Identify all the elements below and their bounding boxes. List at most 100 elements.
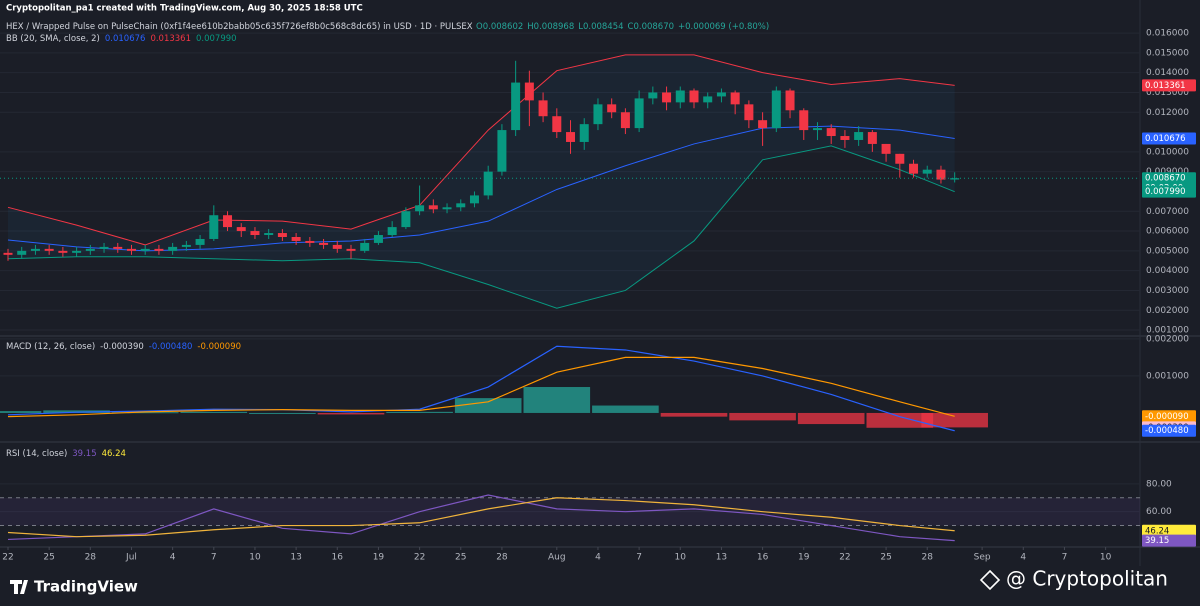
candle-body <box>620 112 630 129</box>
legend-value: 46.24 <box>102 449 126 459</box>
watermark-logo <box>979 569 1001 591</box>
x-tick-label: 22 <box>414 553 425 563</box>
indicator-title: RSI (14, close) <box>6 449 67 459</box>
symbol-legend: HEX / Wrapped Pulse on PulseChain (0xf1f… <box>6 22 769 32</box>
candle-body <box>332 244 342 249</box>
y-tick-label: 0.001000 <box>1146 371 1189 381</box>
x-tick-label: 7 <box>211 553 217 563</box>
macd-histogram-bar <box>0 411 42 413</box>
candle-body <box>881 143 891 154</box>
indicator-title: BB (20, SMA, close, 2) <box>6 34 100 44</box>
x-tick-label: 25 <box>880 553 891 563</box>
macd-histogram-bar <box>317 412 385 415</box>
candle-body <box>99 246 109 249</box>
x-tick-label: Jul <box>125 553 137 563</box>
candle-body <box>922 169 932 174</box>
x-tick-label: 28 <box>922 553 934 563</box>
y-tick-label: 0.016000 <box>1146 29 1189 39</box>
ohlc: C0.008670 <box>628 22 675 32</box>
candle-body <box>250 231 260 236</box>
y-tick-label: 0.014000 <box>1146 68 1189 78</box>
candle-body <box>264 233 274 236</box>
candle-body <box>360 242 370 251</box>
candle-body <box>305 240 315 243</box>
y-tick-label: 80.00 <box>1146 479 1172 489</box>
candle-body <box>223 215 233 228</box>
candle-body <box>154 248 164 251</box>
macd-histogram-bar <box>111 412 179 414</box>
legend-value: 0.010676 <box>105 34 146 44</box>
candle-body <box>291 236 301 241</box>
x-tick-label: 19 <box>798 553 810 563</box>
candle-body <box>85 248 95 251</box>
candle-body <box>483 171 493 196</box>
indicator-legend: BB (20, SMA, close, 2) 0.010676 0.013361 0.… <box>6 34 237 44</box>
x-tick-label: 10 <box>675 553 687 563</box>
price-label: 0.010676 <box>1145 134 1186 144</box>
price-label-bg <box>1142 132 1196 145</box>
y-tick-label: 0.012000 <box>1146 108 1189 118</box>
price-label-bg <box>1142 534 1196 547</box>
price-label: 46.24 <box>1145 526 1169 536</box>
ohlc: L0.008454 <box>578 22 623 32</box>
x-tick-label: 22 <box>2 553 13 563</box>
indicator-line <box>7 356 955 418</box>
candle-body <box>799 110 809 131</box>
candle-body <box>113 246 123 249</box>
price-label: 39.15 <box>1145 536 1169 546</box>
x-tick-label: 25 <box>455 553 466 563</box>
candle-body <box>401 211 411 228</box>
candle-body <box>744 104 754 121</box>
y-tick-label: 0.009000 <box>1146 167 1189 177</box>
candle-body <box>689 90 699 103</box>
y-tick-label: 0.010000 <box>1146 147 1189 157</box>
candle-body <box>730 92 740 105</box>
x-tick-label: 22 <box>839 553 850 563</box>
candle-body <box>30 248 40 251</box>
ohlc: H0.008968 <box>527 22 574 32</box>
x-tick-label: 25 <box>43 553 54 563</box>
legend-value: -0.000480 <box>149 342 193 352</box>
candle-body <box>758 120 768 129</box>
candle-body <box>236 227 246 232</box>
y-tick-label: 0.001000 <box>1146 326 1189 336</box>
symbol: HEX / Wrapped Pulse on PulseChain (0xf1f… <box>6 22 473 32</box>
rsi-band <box>0 497 1140 526</box>
macd-histogram-bar <box>454 398 522 413</box>
candle-body <box>209 215 219 239</box>
candle-body <box>607 104 617 113</box>
legend-value: 0.013361 <box>150 34 191 44</box>
candle-body <box>44 248 54 251</box>
legend-value: 0.007990 <box>196 34 237 44</box>
ohlc: O0.008602 <box>476 22 523 32</box>
x-tick-label: 28 <box>85 553 97 563</box>
macd-histogram-bar <box>249 412 316 414</box>
tv-logo <box>10 580 28 594</box>
x-tick-label: Aug <box>548 553 566 563</box>
macd-histogram-bar <box>729 412 796 421</box>
candle-body <box>675 90 685 103</box>
candle-body <box>58 250 68 253</box>
legend-value: 39.15 <box>72 449 96 459</box>
y-tick-label: 0.004000 <box>1146 266 1189 276</box>
y-tick-label: 0.002000 <box>1146 334 1189 344</box>
candle-body <box>703 96 713 103</box>
x-tick-label: Sep <box>974 553 991 563</box>
watermark: @ Cryptopolitan <box>1006 567 1168 591</box>
y-tick-label: 60.00 <box>1146 507 1172 517</box>
indicator-line <box>7 145 955 309</box>
macd-histogram-bar <box>921 412 988 428</box>
price-label-bg <box>1142 185 1196 198</box>
candle-body <box>3 252 13 255</box>
price-label: 0.007990 <box>1145 187 1186 197</box>
candle-body <box>785 90 795 111</box>
macd-histogram-bar <box>180 411 248 413</box>
plot: 0.016000 0.015000 0.014000 0.013000 0.012000… <box>0 29 1196 563</box>
price-label: -0.000090 <box>1145 412 1189 422</box>
y-tick-label: 0.002000 <box>1146 306 1189 316</box>
x-tick-label: 10 <box>1100 553 1112 563</box>
macd-histogram-bar <box>797 412 865 425</box>
candle-body <box>840 136 850 140</box>
